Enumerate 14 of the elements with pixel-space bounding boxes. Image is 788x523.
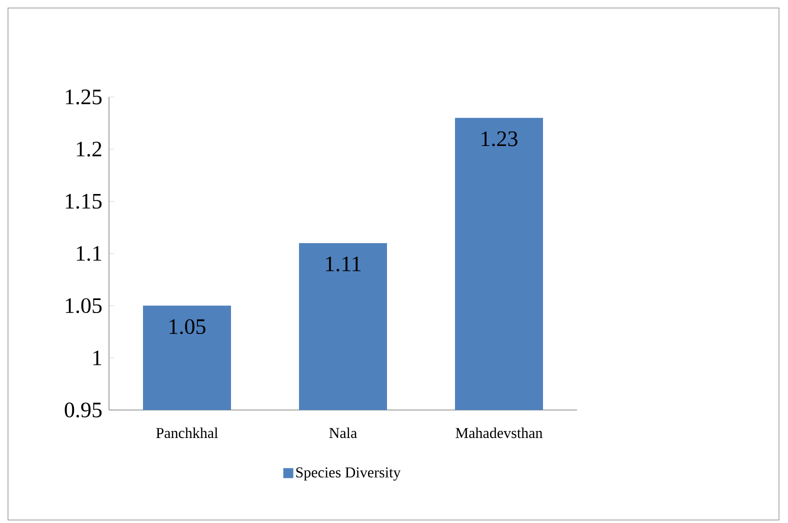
y-tick-label: 0.95 bbox=[64, 402, 102, 418]
data-label: 1.23 bbox=[482, 131, 518, 146]
x-tick-label: Nala bbox=[329, 428, 357, 438]
y-tick-label: 1.15 bbox=[66, 194, 102, 209]
y-tick-label: 1.2 bbox=[76, 142, 102, 157]
legend-label: Species Diversity bbox=[296, 467, 401, 481]
y-tick-label: 1.05 bbox=[66, 298, 102, 314]
x-tick-label: Panchkhal bbox=[156, 428, 218, 438]
data-label: 1.05 bbox=[170, 319, 206, 334]
y-tick-label: 1.25 bbox=[66, 90, 102, 104]
y-tick-label: 1.1 bbox=[76, 246, 102, 261]
x-tick-label: Mahadevsthan bbox=[456, 428, 543, 438]
y-tick-label: 1 bbox=[93, 350, 102, 366]
data-label: 1.11 bbox=[326, 256, 361, 272]
